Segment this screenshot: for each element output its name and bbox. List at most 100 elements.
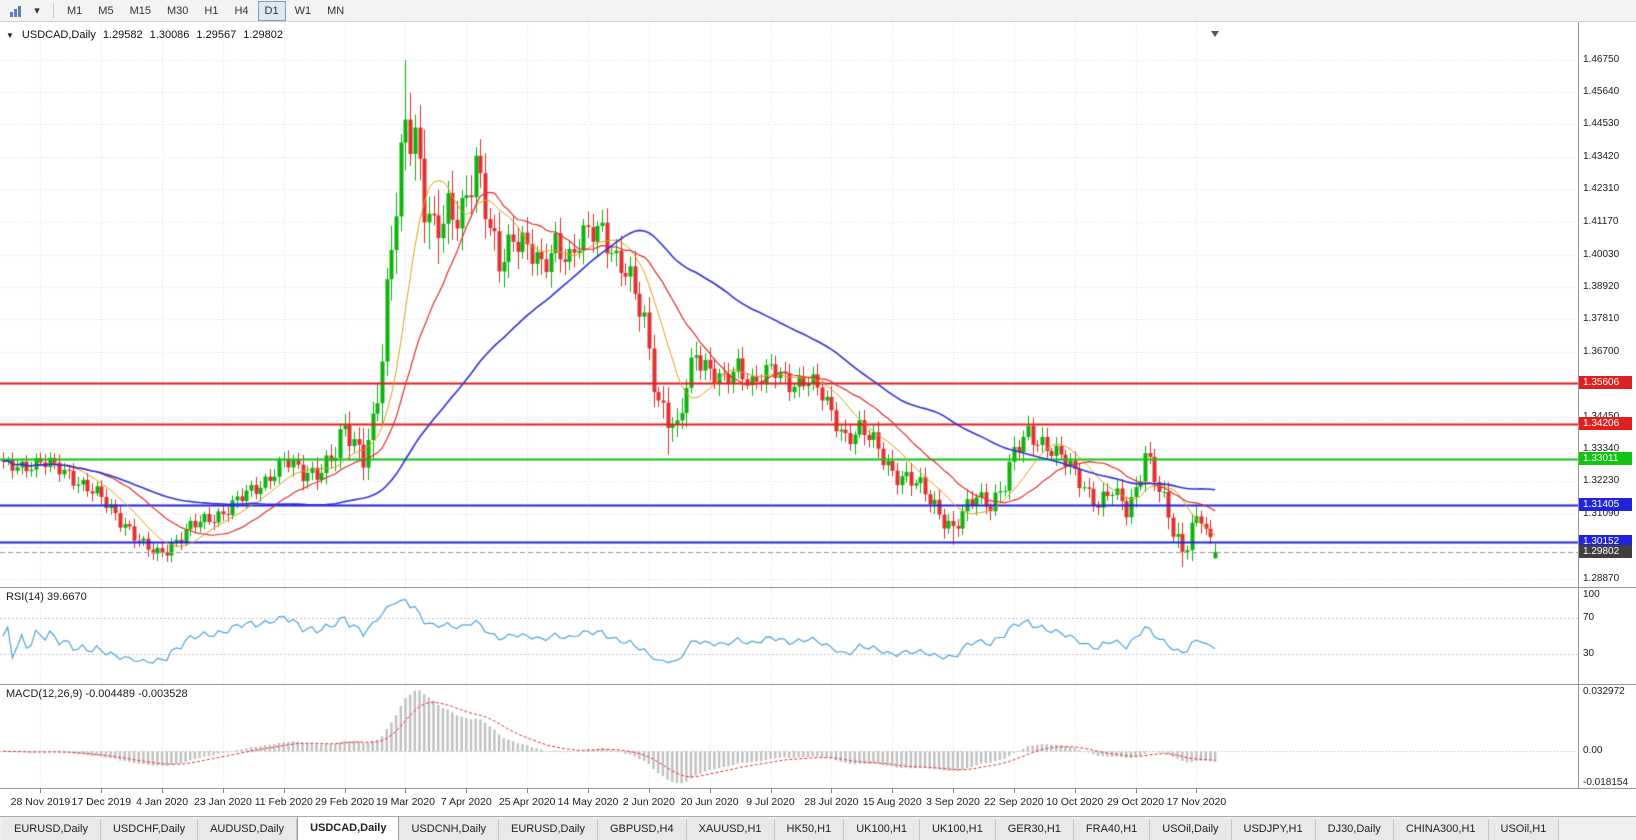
ohlc-high: 1.30086 <box>149 29 190 41</box>
date-tick-mark <box>284 789 285 793</box>
date-axis-label: 2 Jun 2020 <box>622 796 675 808</box>
chart-dropdown-arrow-icon[interactable]: ▾ <box>34 5 40 17</box>
date-tick-mark <box>1136 789 1137 793</box>
price-axis-label: 1.34450 <box>1583 411 1619 422</box>
timeframe-button-h4[interactable]: H4 <box>234 4 249 17</box>
date-tick-mark <box>831 789 832 793</box>
chart-tab-gbpusd-h4[interactable]: GBPUSD,H4 <box>598 819 687 840</box>
date-tick-mark <box>588 789 589 793</box>
date-axis-label: 22 Sep 2020 <box>984 796 1044 808</box>
chart-tab-usoil-daily[interactable]: USOil,Daily <box>1150 819 1232 840</box>
price-axis-label: 1.37810 <box>1583 313 1620 325</box>
macd-label: MACD(12,26,9) -0.004489 -0.003528 <box>6 688 188 700</box>
rsi-canvas[interactable] <box>0 588 1578 684</box>
price-axis[interactable]: 1.46750 1.45640 1.44530 1.43420 1.42310 1.411… <box>1578 22 1636 587</box>
macd-axis[interactable]: 0.032972 0.00 -0.018154 <box>1578 685 1636 788</box>
rsi-pane: RSI(14) 39.6670 100 70 30 <box>0 587 1636 684</box>
timeframe-button-w1[interactable]: W1 <box>294 4 312 17</box>
timeframe-button-m30[interactable]: M30 <box>166 4 189 17</box>
chart-shift-marker[interactable] <box>1211 31 1220 37</box>
date-tick-mark <box>1196 789 1197 793</box>
chart-ohlc-header: ▼ USDCAD,Daily 1.29582 1.30086 1.29567 1… <box>6 29 283 41</box>
price-axis-label: 1.44530 <box>1583 118 1620 130</box>
rsi-axis-label: 30 <box>1583 648 1595 660</box>
rsi-axis-label: 70 <box>1583 611 1595 623</box>
chart-tab-eurusd-daily[interactable]: EURUSD,Daily <box>499 819 598 840</box>
hline-price-badge: 1.33011 <box>1579 451 1632 465</box>
date-tick-mark <box>710 789 711 793</box>
date-tick-mark <box>101 789 102 793</box>
macd-canvas[interactable] <box>0 685 1578 788</box>
chart-tab-usoil-h1[interactable]: USOil,H1 <box>1488 819 1560 840</box>
macd-axis-label: 0.00 <box>1583 745 1603 757</box>
charts-toolbar-icon-button[interactable] <box>5 1 25 21</box>
date-tick-mark <box>466 789 467 793</box>
chart-tab-uk100-h1[interactable]: UK100,H1 <box>919 819 996 840</box>
date-tick-mark <box>1075 789 1076 793</box>
toolbar-separator <box>53 3 54 18</box>
hline-price-badge: 1.34206 <box>1579 417 1632 431</box>
main-chart-canvas[interactable] <box>0 22 1578 587</box>
chart-symbol-title: USDCAD,Daily <box>21 29 96 41</box>
date-axis-label: 14 May 2020 <box>557 796 619 808</box>
chart-tab-eurusd-daily[interactable]: EURUSD,Daily <box>2 819 101 840</box>
date-axis[interactable]: 28 Nov 2019 17 Dec 2019 4 Jan 2020 23 Jan 2… <box>0 788 1636 816</box>
timeframe-button-h1[interactable]: H1 <box>204 4 219 17</box>
chart-tab-usdjpy-h1[interactable]: USDJPY,H1 <box>1231 819 1316 840</box>
date-axis-label: 9 Jul 2020 <box>746 796 795 808</box>
price-axis-label: 1.45640 <box>1583 86 1620 98</box>
macd-pane: MACD(12,26,9) -0.004489 -0.003528 0.0329… <box>0 684 1636 788</box>
date-axis-label: 25 Apr 2020 <box>498 796 556 808</box>
date-tick-mark <box>649 789 650 793</box>
ohlc-low: 1.29567 <box>196 29 237 41</box>
chart-tab-usdcad-daily[interactable]: USDCAD,Daily <box>297 817 400 840</box>
chart-tab-fra40-h1[interactable]: FRA40,H1 <box>1073 819 1151 840</box>
ohlc-close: 1.29802 <box>243 29 283 41</box>
price-axis-label: 1.32230 <box>1583 475 1620 487</box>
chart-tab-ger30-h1[interactable]: GER30,H1 <box>995 819 1074 840</box>
date-axis-label: 4 Jan 2020 <box>136 796 189 808</box>
chart-tab-usdcnh-daily[interactable]: USDCNH,Daily <box>399 819 500 840</box>
price-axis-label: 1.41170 <box>1583 215 1619 227</box>
hline-price-badge: 1.35606 <box>1579 376 1632 390</box>
price-axis-label: 1.43420 <box>1583 150 1620 162</box>
chart-tab-dj30-daily[interactable]: DJ30,Daily <box>1315 819 1394 840</box>
date-tick-mark <box>953 789 954 793</box>
date-axis-label: 11 Feb 2020 <box>254 796 313 808</box>
rsi-axis[interactable]: 100 70 30 <box>1578 588 1636 684</box>
date-axis-label: 29 Feb 2020 <box>315 796 375 808</box>
rsi-axis-label: 100 <box>1583 589 1600 600</box>
timeframe-buttons: M1 M5 M15 M30 H1 H4 D1 W1 MN <box>59 0 352 21</box>
hline-price-badge: 1.31405 <box>1579 498 1632 512</box>
timeframe-button-m15[interactable]: M15 <box>129 4 151 17</box>
chart-tab-china300-h1[interactable]: CHINA300,H1 <box>1393 819 1489 840</box>
chart-tab-hk50-h1[interactable]: HK50,H1 <box>774 819 845 840</box>
date-tick-mark <box>1014 789 1015 793</box>
date-axis-label: 7 Apr 2020 <box>440 796 492 808</box>
date-axis-label: 17 Nov 2020 <box>1166 796 1227 808</box>
hline-price-badge: 1.30152 <box>1579 534 1632 548</box>
date-tick-mark <box>771 789 772 793</box>
macd-axis-label: -0.018154 <box>1583 777 1629 788</box>
date-axis-label: 17 Dec 2019 <box>71 796 132 808</box>
timeframe-button-d1[interactable]: D1 <box>257 0 286 21</box>
date-axis-label: 29 Oct 2020 <box>1106 796 1165 808</box>
price-axis-label: 1.38920 <box>1583 281 1620 293</box>
toolbar: ▾ M1 M5 M15 M30 H1 H4 D1 W1 MN <box>0 0 1636 22</box>
chart-tab-xauusd-h1[interactable]: XAUUSD,H1 <box>686 819 775 840</box>
timeframe-button-m5[interactable]: M5 <box>98 4 114 17</box>
date-axis-label: 20 Jun 2020 <box>680 796 739 808</box>
date-tick-mark <box>345 789 346 793</box>
timeframe-button-m1[interactable]: M1 <box>67 4 83 17</box>
chart-tab-usdchf-daily[interactable]: USDCHF,Daily <box>100 819 199 840</box>
price-axis-label: 1.31090 <box>1583 508 1620 520</box>
chart-collapse-icon[interactable]: ▼ <box>6 30 14 40</box>
timeframe-button-mn[interactable]: MN <box>327 4 345 17</box>
macd-axis-label: 0.032972 <box>1583 686 1625 697</box>
date-tick-mark <box>40 789 41 793</box>
chart-tab-uk100-h1[interactable]: UK100,H1 <box>844 819 920 840</box>
date-tick-mark <box>405 789 406 793</box>
chart-tab-audusd-daily[interactable]: AUDUSD,Daily <box>198 819 298 840</box>
price-axis-label: 1.42310 <box>1583 182 1620 194</box>
